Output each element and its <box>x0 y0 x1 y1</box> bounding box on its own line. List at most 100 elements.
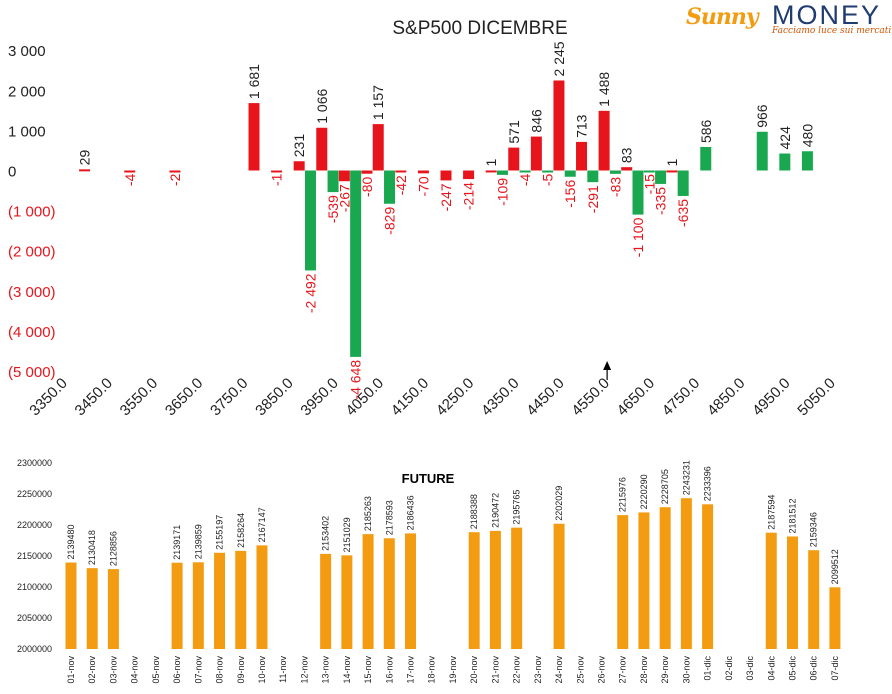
chart-title: S&P500 DICEMBRE <box>392 18 567 39</box>
x-tick-label: 4850.0 <box>704 375 748 419</box>
x-tick-label: 03-dic <box>745 656 755 681</box>
put-bar <box>609 170 621 174</box>
x-tick-label: 4450.0 <box>523 375 567 419</box>
call-bar <box>124 170 136 173</box>
call-bar <box>338 170 350 182</box>
call-bar <box>530 136 542 171</box>
y-tick-label: 3 000 <box>8 43 46 60</box>
call-bar <box>316 127 328 171</box>
x-tick-label: 07-dic <box>830 656 840 681</box>
future-bar <box>383 538 395 649</box>
call-bar <box>576 141 588 171</box>
future-data-label: 2139480 <box>66 524 76 559</box>
x-tick-label: 04-nov <box>130 656 140 684</box>
future-data-label: 2178593 <box>384 500 394 535</box>
x-tick-label: 11-nov <box>278 656 288 683</box>
x-tick-label: 22-nov <box>512 656 522 684</box>
call-data-label: 1 488 <box>596 72 612 107</box>
call-data-label: 1 157 <box>370 85 386 120</box>
x-tick-label: 4950.0 <box>749 375 793 419</box>
future-data-label: 2188388 <box>469 494 479 529</box>
logo-brand-money: MONEY <box>772 0 882 30</box>
call-data-label: 1 <box>483 158 499 166</box>
x-tick-label: 5050.0 <box>794 375 838 419</box>
put-data-label: -1 100 <box>630 217 646 257</box>
future-data-label: 2130418 <box>87 530 97 565</box>
call-bar <box>169 170 181 173</box>
future-bar <box>341 555 353 649</box>
call-data-label: -80 <box>359 176 375 196</box>
put-data-label: -109 <box>494 178 510 206</box>
x-tick-label: 20-nov <box>469 656 479 684</box>
put-data-label: -335 <box>653 187 669 215</box>
call-data-label: -247 <box>438 183 454 211</box>
call-bar <box>417 170 429 174</box>
x-tick-label: 15-nov <box>363 656 373 684</box>
future-data-label: 2202029 <box>554 486 564 521</box>
x-tick-label: 25-nov <box>575 656 585 684</box>
options-open-interest-chart: S&P500 DICEMBRE 3 000 2 000 1 000 0 (1 000) (2… <box>8 18 839 419</box>
x-tick-label: 28-nov <box>639 656 649 684</box>
x-tick-label: 3450.0 <box>72 375 116 419</box>
call-bar <box>598 110 610 171</box>
put-data-label: -83 <box>607 177 623 197</box>
call-bar <box>508 147 520 171</box>
call-data-label: 83 <box>619 147 635 163</box>
call-data-label: 713 <box>574 114 590 138</box>
x-tick-label: 10-nov <box>257 656 267 684</box>
put-bar <box>519 170 531 173</box>
x-tick-label: 4150.0 <box>388 375 432 419</box>
x-tick-label: 12-nov <box>299 656 309 684</box>
x-tick-label: 03-nov <box>108 656 118 684</box>
future-bar <box>786 536 798 649</box>
x-tick-label: 4550.0 <box>568 375 612 419</box>
y-tick-label: 2300000 <box>17 458 52 468</box>
x-tick-label: 02-nov <box>87 656 97 684</box>
x-tick-label: 02-dic <box>724 656 734 681</box>
x-tick-label: 23-nov <box>533 656 543 684</box>
x-tick-label: 08-nov <box>215 656 225 684</box>
sunny-money-logo: Sunny MONEY Facciamo luce sui mercati <box>686 0 891 42</box>
put-data-label: -15 <box>641 174 657 194</box>
put-bar <box>304 170 316 271</box>
future-data-label: 2151029 <box>342 517 352 552</box>
put-bar <box>677 170 689 196</box>
put-data-label: -5 <box>540 173 556 186</box>
future-bar <box>214 552 226 649</box>
future-bar <box>765 532 777 649</box>
future-bar <box>511 527 523 649</box>
future-data-label: 2243231 <box>681 460 691 495</box>
current-price-arrow-head <box>603 361 612 370</box>
x-tick-label: 4250.0 <box>433 375 477 419</box>
put-bar <box>700 147 712 171</box>
logo-brand-sunny: Sunny <box>686 4 759 30</box>
y-tick-label: 1 000 <box>8 123 46 140</box>
call-data-label: 571 <box>506 120 522 144</box>
future-data-label: 2215976 <box>618 477 628 512</box>
call-bar <box>553 80 565 171</box>
y-tick-label: (4 000) <box>8 324 56 341</box>
put-bar <box>587 170 599 183</box>
call-data-label: -42 <box>393 175 409 195</box>
future-bar <box>65 562 77 649</box>
x-tick-label: 17-nov <box>406 656 416 684</box>
put-data-label: -291 <box>585 185 601 213</box>
future-bar <box>829 587 841 649</box>
call-bar <box>621 167 633 171</box>
x-tick-label: 4650.0 <box>614 375 658 419</box>
x-tick-label: 16-nov <box>384 656 394 684</box>
future-bar <box>192 562 204 649</box>
x-tick-label: 13-nov <box>321 656 331 684</box>
y-tick-label: (3 000) <box>8 284 56 301</box>
future-data-label: 2167147 <box>257 507 267 542</box>
call-bar <box>395 170 407 173</box>
x-tick-label: 3950.0 <box>297 375 341 419</box>
future-data-label: 2128856 <box>108 531 118 566</box>
x-tick-label: 4750.0 <box>659 375 703 419</box>
x-tick-label: 19-nov <box>448 656 458 684</box>
put-data-label: 966 <box>754 104 770 128</box>
call-data-label: 231 <box>291 134 307 158</box>
call-data-label: 1 <box>664 158 680 166</box>
y-tick-label: 2 000 <box>8 83 46 100</box>
future-bar <box>86 568 98 649</box>
